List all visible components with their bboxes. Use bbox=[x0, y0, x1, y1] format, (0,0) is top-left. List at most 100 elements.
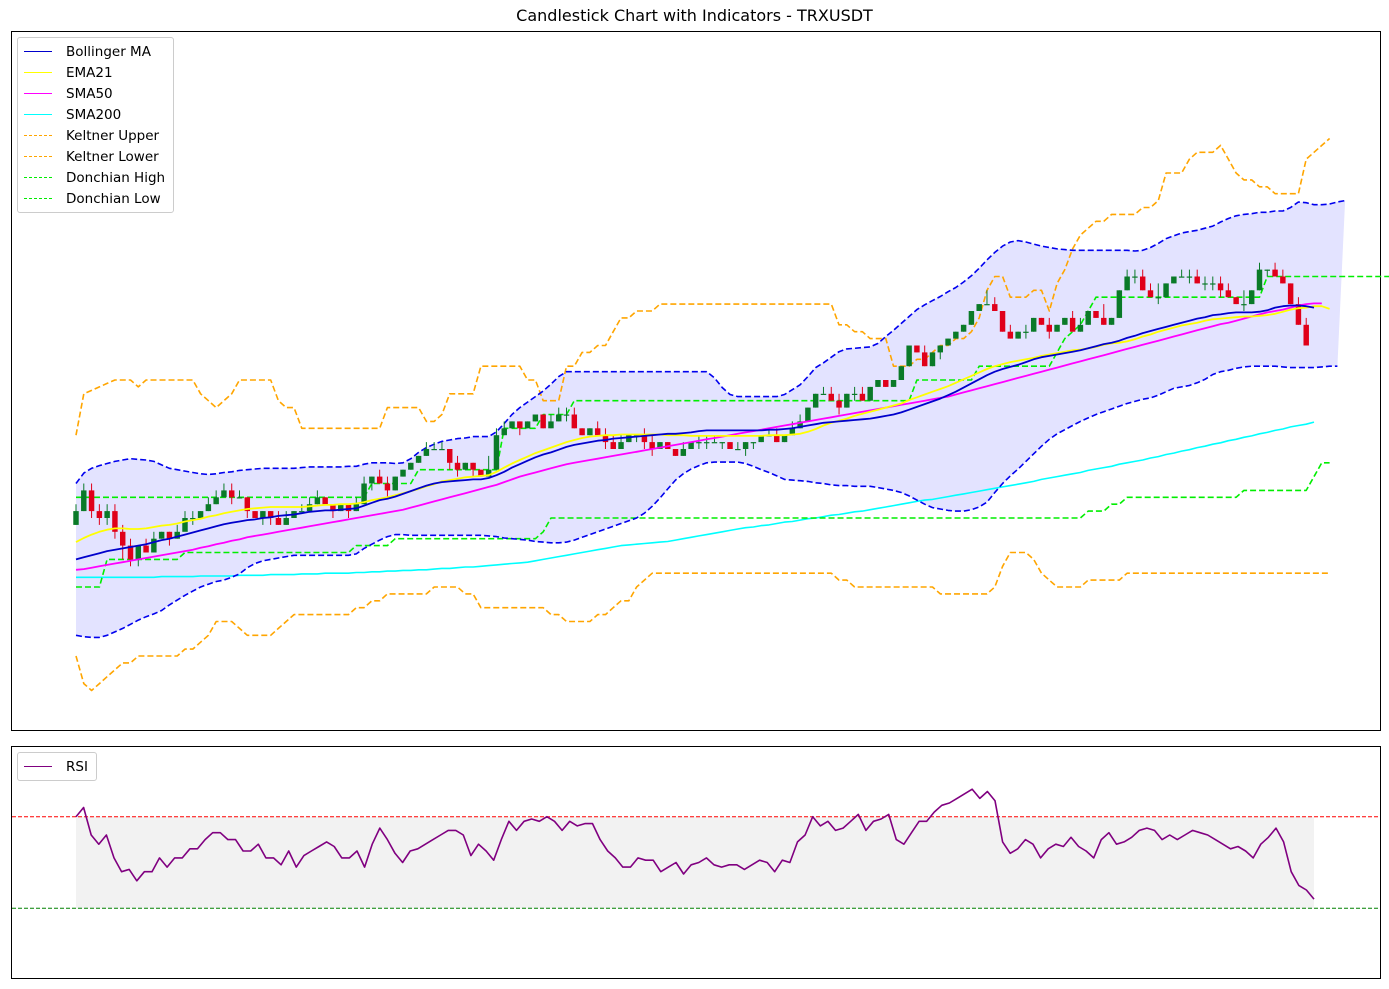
candle-body bbox=[587, 428, 593, 436]
keltner-lower-line bbox=[75, 551, 1330, 692]
candle-body bbox=[1171, 276, 1177, 284]
candle-body bbox=[781, 435, 788, 443]
legend-entry: SMA200 bbox=[24, 104, 165, 125]
candle-body bbox=[898, 366, 905, 380]
legend-swatch bbox=[24, 93, 52, 94]
candle-body bbox=[415, 455, 422, 463]
candle-body bbox=[1287, 283, 1294, 305]
bollinger-band-fill bbox=[76, 200, 1346, 638]
candle-body bbox=[945, 338, 951, 346]
legend-label: Keltner Upper bbox=[66, 127, 160, 144]
candle-body bbox=[478, 469, 484, 477]
candle-body bbox=[921, 352, 928, 367]
candle-body bbox=[81, 490, 87, 512]
candle-body bbox=[602, 435, 609, 443]
candle-body bbox=[750, 442, 757, 444]
candle-body bbox=[213, 497, 219, 505]
candle-body bbox=[119, 531, 126, 546]
candle-body bbox=[104, 511, 110, 518]
candle-body bbox=[361, 483, 367, 505]
legend-swatch bbox=[24, 114, 52, 115]
candle-body bbox=[509, 421, 515, 429]
candle-body bbox=[532, 414, 539, 422]
candle-body bbox=[1132, 276, 1138, 278]
legend-label: Donchian Low bbox=[66, 190, 161, 207]
candle-body bbox=[166, 531, 173, 539]
candle-body bbox=[1023, 331, 1029, 333]
candle-body bbox=[1116, 290, 1123, 318]
candle-body bbox=[937, 345, 943, 353]
legend-label: Keltner Lower bbox=[66, 148, 159, 165]
rsi-neutral-zone bbox=[76, 816, 1314, 909]
price-panel bbox=[73, 137, 1389, 692]
legend-swatch bbox=[24, 72, 52, 73]
legend-entry: RSI bbox=[24, 756, 88, 777]
candle-body bbox=[322, 497, 328, 505]
candle-body bbox=[548, 421, 554, 429]
candle-body bbox=[1124, 276, 1130, 291]
candle-body bbox=[1303, 324, 1309, 346]
candle-body bbox=[1015, 331, 1021, 339]
candle-body bbox=[1038, 317, 1045, 325]
legend-label: Bollinger MA bbox=[66, 43, 151, 60]
candle-body bbox=[540, 414, 546, 429]
rsi-panel-frame bbox=[11, 746, 1381, 979]
candle-body bbox=[524, 421, 531, 429]
candle-body bbox=[384, 483, 391, 491]
bollinger-ma-line bbox=[75, 304, 1315, 561]
candle-body bbox=[563, 414, 570, 416]
candle-body bbox=[1217, 283, 1224, 291]
candle-body bbox=[143, 545, 149, 553]
legend-entry: Keltner Lower bbox=[24, 146, 165, 167]
candle-body bbox=[431, 449, 437, 451]
candle-body bbox=[1108, 317, 1115, 325]
bollinger-lower-line bbox=[75, 365, 1338, 639]
candle-body bbox=[774, 435, 780, 443]
candle-body bbox=[462, 462, 469, 470]
candle-body bbox=[1085, 311, 1091, 325]
candle-body bbox=[727, 442, 733, 449]
candle-body bbox=[1007, 331, 1014, 339]
candle-body bbox=[828, 393, 834, 401]
candle-body bbox=[976, 304, 982, 311]
candle-body bbox=[867, 386, 873, 401]
legend-swatch bbox=[24, 51, 52, 52]
bollinger-upper-line bbox=[75, 199, 1346, 484]
candle-body bbox=[299, 511, 305, 513]
candle-body bbox=[968, 311, 975, 325]
candle-body bbox=[1225, 290, 1232, 298]
candle-body bbox=[338, 504, 344, 512]
candle-body bbox=[680, 449, 687, 456]
candle-body bbox=[999, 311, 1006, 332]
legend-entry: Bollinger MA bbox=[24, 41, 165, 62]
candle-body bbox=[618, 442, 624, 449]
candle-body bbox=[805, 407, 811, 422]
candle-body bbox=[205, 504, 212, 512]
candle-body bbox=[992, 304, 998, 311]
candle-body bbox=[127, 545, 134, 560]
candle-body bbox=[610, 442, 616, 449]
candle-body bbox=[1295, 304, 1302, 325]
candle-body bbox=[1241, 304, 1247, 306]
candle-body bbox=[1069, 317, 1076, 332]
candle-body bbox=[836, 400, 842, 408]
candle-body bbox=[1264, 269, 1271, 271]
candle-body bbox=[306, 504, 313, 512]
candle-body bbox=[719, 442, 725, 444]
candle-body bbox=[929, 352, 936, 367]
candle-body bbox=[197, 511, 204, 518]
donchian-low-line bbox=[76, 462, 1330, 588]
candle-body bbox=[1194, 276, 1200, 284]
legend-swatch bbox=[24, 177, 52, 178]
candle-body bbox=[1202, 283, 1208, 285]
price-legend: Bollinger MA EMA21 SMA50 SMA200 Keltner Uppe… bbox=[17, 37, 175, 213]
candle-body bbox=[485, 469, 492, 477]
candle-body bbox=[914, 345, 920, 353]
candle-body bbox=[906, 345, 912, 367]
candle-body bbox=[953, 331, 959, 339]
candle-body bbox=[851, 393, 858, 395]
sma50-line bbox=[75, 302, 1322, 571]
candle-body bbox=[1272, 269, 1278, 277]
keltner-upper-line bbox=[75, 137, 1331, 436]
candle-body bbox=[711, 442, 718, 444]
